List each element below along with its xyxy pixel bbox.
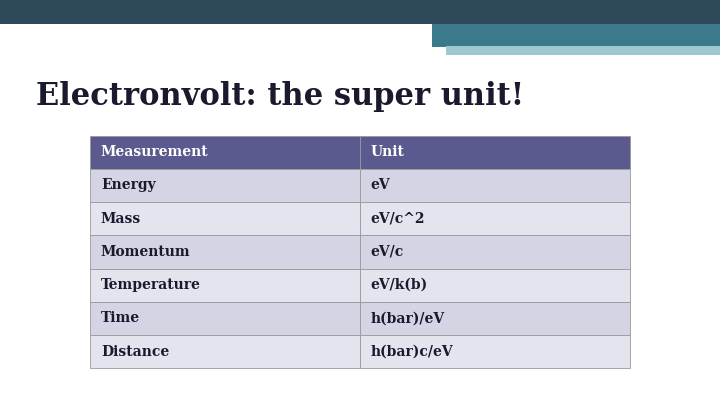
Text: Momentum: Momentum — [101, 245, 190, 259]
Text: Energy: Energy — [101, 179, 156, 192]
Text: Unit: Unit — [371, 145, 405, 159]
Text: h(bar)c/eV: h(bar)c/eV — [371, 345, 454, 358]
Text: Mass: Mass — [101, 212, 141, 226]
Text: h(bar)/eV: h(bar)/eV — [371, 311, 445, 325]
Text: Time: Time — [101, 311, 140, 325]
Text: eV/c: eV/c — [371, 245, 404, 259]
Text: Electronvolt: the super unit!: Electronvolt: the super unit! — [36, 81, 524, 112]
Text: Measurement: Measurement — [101, 145, 208, 159]
Text: eV/c^2: eV/c^2 — [371, 212, 426, 226]
Text: Temperature: Temperature — [101, 278, 201, 292]
Text: Distance: Distance — [101, 345, 169, 358]
Text: eV: eV — [371, 179, 390, 192]
Text: eV/k(b): eV/k(b) — [371, 278, 428, 292]
